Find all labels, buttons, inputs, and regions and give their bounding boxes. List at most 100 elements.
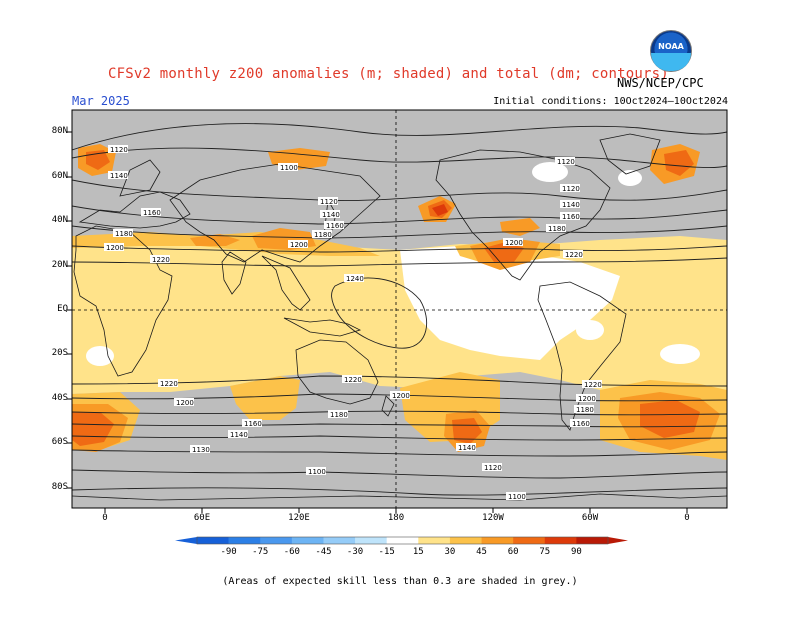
contour-label: 1220	[565, 251, 583, 259]
contour-1240	[331, 277, 428, 349]
anomaly-neutral-atlantic	[660, 344, 700, 364]
lat-tick-label: 80S	[51, 482, 68, 492]
contour-label: 1120	[562, 185, 580, 193]
anomaly-60-75-arctic-west	[86, 150, 110, 170]
contour-label: 1160	[572, 420, 590, 428]
anomaly-neutral-north-america	[532, 162, 568, 182]
contour-label: 1140	[322, 211, 340, 219]
contour-1140-nh	[72, 179, 727, 202]
contour-label: 1120	[484, 464, 502, 472]
contour-label: 1130	[192, 446, 210, 454]
anomaly-60-75-arctic-east	[664, 150, 694, 176]
contour-1180-sh	[72, 410, 727, 416]
contour-label: 1160	[326, 222, 344, 230]
contour-label: 1180	[115, 230, 133, 238]
lon-tick-label: 60W	[581, 513, 599, 523]
contour-label: 1100	[508, 493, 526, 501]
contour-label: 1200	[176, 399, 194, 407]
contour-label: 1180	[330, 411, 348, 419]
contour-label: 1140	[562, 201, 580, 209]
height-contours	[72, 123, 727, 496]
contour-label: 1140	[230, 431, 248, 439]
colorbar-tick-label: 45	[476, 547, 487, 557]
contour-label: 1160	[143, 209, 161, 217]
agency-label: NWS/NCEP/CPC	[617, 76, 704, 90]
lat-tick-label: 20S	[51, 348, 68, 358]
contour-label: 1100	[308, 468, 326, 476]
colorbar-cell	[481, 537, 514, 544]
coastline-europe	[78, 191, 191, 229]
colorbar-cell	[513, 537, 546, 544]
axis-ticks	[67, 131, 688, 513]
contour-1180-nh	[72, 225, 727, 239]
contour-1120-sh	[72, 449, 727, 457]
contour-label: 1180	[314, 231, 332, 239]
contour-1100-polar	[72, 487, 727, 496]
contour-label: 1220	[344, 376, 362, 384]
lat-tick-label: 60S	[51, 437, 68, 447]
colorbar-tick-label: 90	[570, 547, 582, 557]
contour-label: 1140	[458, 444, 476, 452]
coastline-antarctica	[72, 493, 727, 501]
colorbar-tick-label: -15	[378, 547, 395, 557]
colorbar-frame	[196, 536, 609, 545]
contour-1200-nh	[72, 245, 727, 253]
contour-label: 1120	[110, 146, 128, 154]
contour-label: 1200	[290, 241, 308, 249]
anomaly-neutral-north-atlantic	[618, 170, 642, 186]
colorbar-cell	[291, 537, 324, 544]
contour-label: 1120	[557, 158, 575, 166]
lon-tick-label: 0	[102, 513, 108, 523]
contour-label: 1180	[548, 225, 566, 233]
lat-tick-label: 60N	[51, 171, 68, 181]
anomaly-60-75-shem-pacific	[452, 418, 482, 444]
contour-label: 1160	[244, 420, 262, 428]
colorbar-tick-label: -60	[283, 547, 300, 557]
anomaly-60-75-shem-west	[72, 412, 114, 446]
colorbar-cell	[260, 537, 293, 544]
colorbar-cell	[544, 537, 577, 544]
contour-label: 1220	[584, 381, 602, 389]
colorbar-min-arrow	[175, 537, 197, 544]
map-frame	[71, 109, 728, 509]
coastline-new-zealand	[381, 395, 395, 417]
colorbar-tick-label: -90	[220, 547, 237, 557]
contour-label: 1120	[320, 198, 338, 206]
contour-label: 1200	[505, 239, 523, 247]
coastline-africa	[73, 225, 173, 377]
contour-1220-sh	[72, 375, 727, 387]
lat-tick-label: EQ	[57, 304, 68, 314]
contour-1160-nh	[72, 205, 727, 225]
colorbar-max-arrow	[608, 537, 628, 544]
anomaly-neutral-pacific	[400, 246, 620, 360]
coastline-greenland	[599, 133, 661, 175]
contour-1160-sh	[72, 423, 727, 428]
colorbar-tick-label: -30	[346, 547, 364, 557]
colorbar-cell	[228, 537, 261, 544]
contour-label: 1220	[160, 380, 178, 388]
lon-tick-label: 180	[387, 513, 405, 523]
contour-label: 1200	[392, 392, 410, 400]
initial-conditions: Initial conditions: 10Oct2024—10Oct2024	[493, 96, 728, 107]
colorbar-cell	[323, 537, 356, 544]
map-title: CFSv2 monthly z200 anomalies (m; shaded)…	[108, 66, 669, 82]
colorbar-cell	[576, 537, 609, 544]
target-month: Mar 2025	[72, 94, 130, 108]
colorbar-cell	[355, 537, 387, 544]
colorbar-cell	[197, 537, 229, 544]
lat-tick-label: 20N	[51, 260, 68, 270]
graticule	[72, 110, 727, 508]
contour-label: 1220	[152, 256, 170, 264]
contour-1120-nh	[72, 147, 727, 169]
colorbar-tick-label: -75	[252, 547, 269, 557]
anomaly-neutral-south-america	[576, 320, 604, 340]
contour-label: 1180	[576, 406, 594, 414]
contour-labels: 1120 1140 1160 1180 1200 1220 1100 1120 …	[104, 145, 602, 501]
coastline-indonesia	[283, 317, 362, 337]
contour-label: 1200	[578, 395, 596, 403]
contour-label: 1200	[106, 244, 124, 252]
skill-footnote: (Areas of expected skill less than 0.3 a…	[222, 576, 578, 587]
contour-1140-sh	[72, 435, 727, 441]
lon-tick-label: 120W	[482, 513, 504, 523]
